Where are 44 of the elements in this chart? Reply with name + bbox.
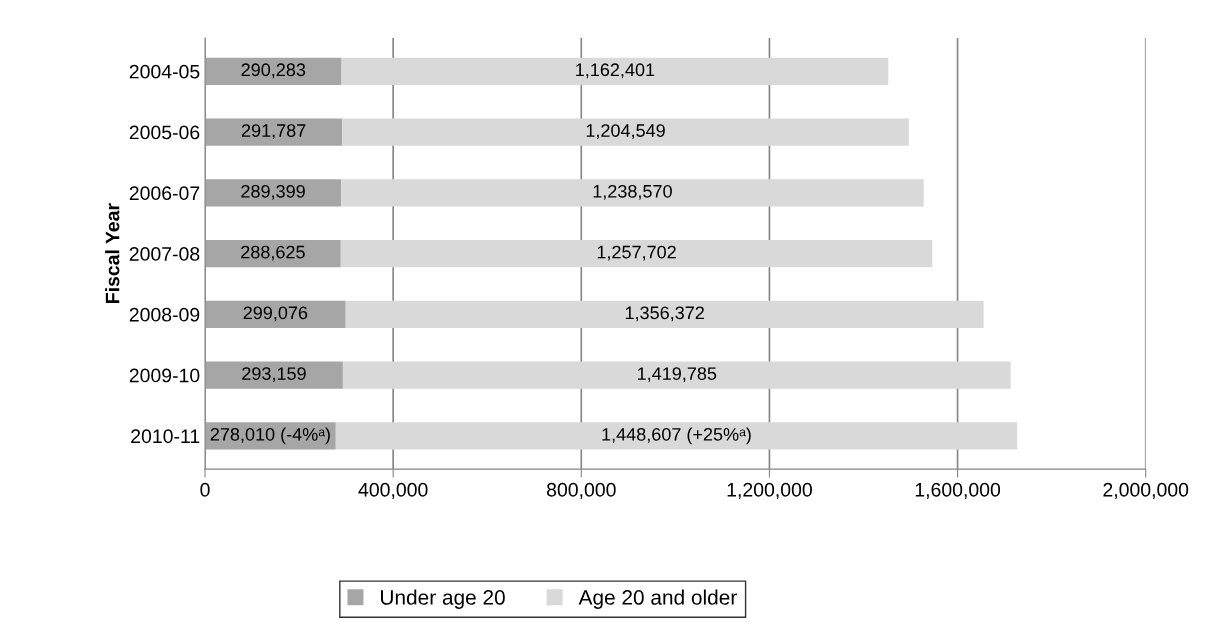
data-label: 289,399 <box>241 184 305 200</box>
bar <box>335 422 1018 450</box>
data-label: 291,787 <box>241 124 306 140</box>
legend-label: Age 20 and older <box>578 589 737 609</box>
bar <box>341 57 889 85</box>
x-tick-label: 400,000 <box>358 482 428 499</box>
x-tick-label: 1,600,000 <box>915 482 1001 499</box>
data-label: 1,356,372 <box>625 306 704 322</box>
data-label: 1,162,401 <box>576 63 655 79</box>
x-tick-label: 0 <box>200 482 210 497</box>
legend-label: Under age 20 <box>381 589 505 609</box>
bar <box>205 239 341 268</box>
y-tick-label: 2009-10 <box>129 368 200 383</box>
data-label: 1,257,702 <box>597 245 676 261</box>
bar <box>205 300 346 329</box>
bar <box>345 300 984 329</box>
x-tick-label: 800,000 <box>547 482 616 499</box>
y-tick-label: 2010-11 <box>131 429 200 444</box>
bar <box>205 118 343 146</box>
y-tick-label: 2007-08 <box>129 247 200 261</box>
data-label: 1,204,549 <box>586 124 665 140</box>
bar <box>205 422 336 450</box>
data-label: 299,076 <box>243 306 308 322</box>
y-tick-label: 2005-06 <box>129 125 200 140</box>
bar <box>205 57 342 85</box>
y-tick-label: 2004-05 <box>129 64 200 79</box>
y-tick-label: 2008-09 <box>129 307 200 322</box>
data-label: 1,238,570 <box>593 184 672 200</box>
data-label: 290,283 <box>241 63 306 79</box>
data-label: 1,419,785 <box>638 367 717 383</box>
bar <box>205 179 342 207</box>
x-tick-label: 1,200,000 <box>727 482 812 499</box>
data-label: 293,159 <box>242 367 306 383</box>
bar <box>342 361 1011 389</box>
data-label: 1,448,607 (+25%ᵃ) <box>602 427 751 445</box>
y-axis-title: Fiscal Year <box>105 203 120 303</box>
x-tick-label: 2,000,000 <box>1103 482 1189 499</box>
data-label: 288,625 <box>241 245 305 261</box>
bar <box>341 179 924 207</box>
bar <box>340 239 933 268</box>
bar <box>342 118 909 146</box>
bar <box>205 361 343 389</box>
data-label: 278,010 (-4%ᵃ) <box>210 427 330 445</box>
y-tick-label: 2006-07 <box>129 186 200 201</box>
